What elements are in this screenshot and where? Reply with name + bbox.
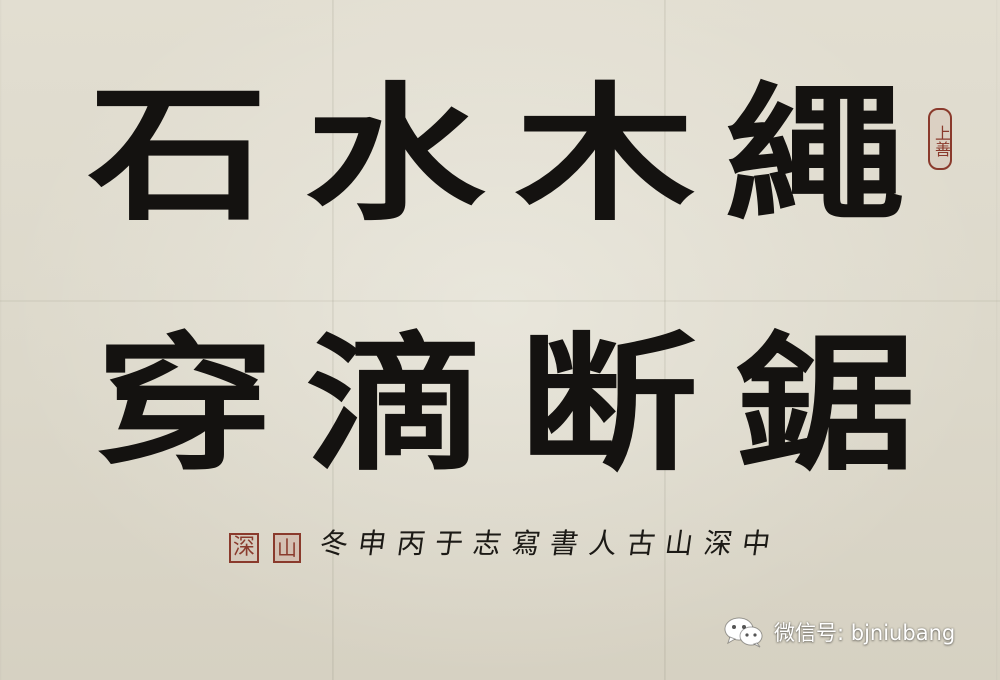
calligraphy-char: 木: [514, 68, 695, 242]
inscription-char: 于: [432, 527, 466, 560]
inscription-char: 寫: [509, 527, 543, 560]
wechat-watermark: 微信号: bjniubang: [722, 615, 955, 649]
calligraphy-char: 穿: [94, 318, 275, 492]
inscription-char: 丙: [394, 527, 428, 560]
inscription-char: 人: [586, 527, 619, 560]
inscription-char: 冬: [317, 527, 351, 560]
calligraphy-char: 石: [87, 68, 268, 242]
wechat-icon: [722, 615, 766, 649]
calligraphy-char: 鋸: [734, 318, 915, 492]
inscription-char: 書: [547, 527, 581, 560]
calligraphy-char: 滴: [304, 318, 485, 492]
paper-fold-line: [664, 0, 666, 680]
inscription-char: 志: [471, 527, 504, 560]
paper-fold-line: [0, 300, 1000, 302]
calligraphy-char: 断: [517, 318, 698, 492]
inscription-char: 申: [356, 527, 389, 560]
watermark-text: 微信号: bjniubang: [774, 621, 956, 645]
calligraphy-char: 水: [304, 68, 485, 242]
calligraphy-char: 繩: [724, 68, 905, 242]
inscription-char: 古: [624, 527, 658, 560]
inscription-char: 中: [739, 527, 773, 560]
signature-seal-name: 深: [229, 533, 259, 563]
paper-fold-line: [332, 0, 334, 680]
signature-inscription: 中 深 山 古 人 書 寫 志 于 丙 申 冬: [317, 524, 773, 564]
inscription-char: 深: [701, 527, 734, 560]
inscription-char: 山: [662, 527, 696, 560]
signature-seal-studio: 山: [273, 533, 301, 563]
leading-seal: 上善: [928, 108, 952, 170]
